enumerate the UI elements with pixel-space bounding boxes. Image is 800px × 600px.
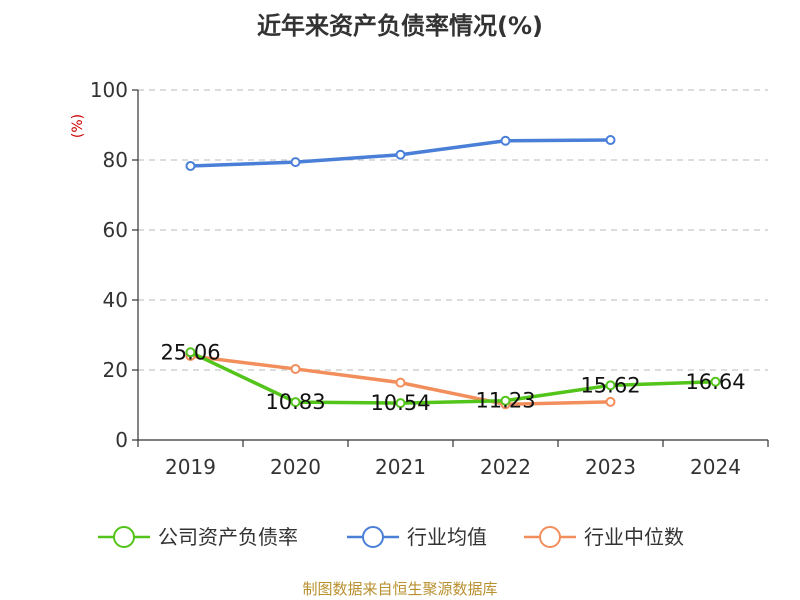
data-point: [605, 135, 616, 146]
series-layer: [185, 135, 721, 410]
series-line-0: [189, 350, 716, 405]
data-point: [290, 363, 301, 374]
data-point: [290, 397, 301, 408]
data-point: [395, 377, 406, 388]
legend-marker: [539, 526, 561, 548]
legend: 公司资产负债率 行业均值 行业中位数: [98, 525, 684, 549]
chart-title: 近年来资产负债率情况(%): [257, 12, 543, 40]
y-tick-label: 20: [103, 358, 128, 382]
legend-marker: [362, 526, 384, 548]
data-point: [605, 396, 616, 407]
data-label: 10.83: [265, 390, 325, 414]
data-point: [605, 380, 616, 391]
data-label: 10.54: [370, 391, 430, 415]
legend-label: 公司资产负债率: [158, 525, 298, 549]
data-point: [395, 398, 406, 409]
y-tick-label: 0: [115, 428, 128, 452]
data-point: [500, 395, 511, 406]
data-point: [290, 157, 301, 168]
data-point: [185, 347, 196, 358]
grid-lines: [138, 89, 768, 371]
x-tick-label: 2024: [690, 455, 741, 479]
data-point: [500, 135, 511, 146]
y-tick-label: 80: [103, 148, 128, 172]
legend-label: 行业中位数: [584, 525, 684, 549]
y-tick-label: 40: [103, 288, 128, 312]
y-tick-label: 60: [103, 218, 128, 242]
data-label: 11.23: [475, 389, 535, 413]
data-point: [185, 160, 196, 171]
legend-label: 行业均值: [407, 525, 487, 549]
y-tick-label: 100: [90, 78, 128, 102]
axes: 0 20 40 60 80 100 2019 2020 2021 2022 2023 2024: [90, 78, 769, 479]
data-label: 25.06: [160, 340, 220, 364]
data-label: 16.64: [685, 370, 745, 394]
source-footer: 制图数据来自恒生聚源数据库: [302, 580, 498, 598]
x-tick-label: 2020: [270, 455, 321, 479]
legend-marker: [113, 526, 135, 548]
data-labels: 25.06 10.83 10.54 11.23 15.62 16.64: [160, 340, 745, 415]
y-axis-unit-label: (%): [70, 114, 86, 138]
x-tick-label: 2019: [165, 455, 216, 479]
data-label: 15.62: [580, 373, 640, 397]
data-point: [395, 149, 406, 160]
x-tick-label: 2022: [480, 455, 531, 479]
data-point: [710, 376, 721, 387]
x-tick-label: 2023: [585, 455, 636, 479]
x-tick-label: 2021: [375, 455, 426, 479]
